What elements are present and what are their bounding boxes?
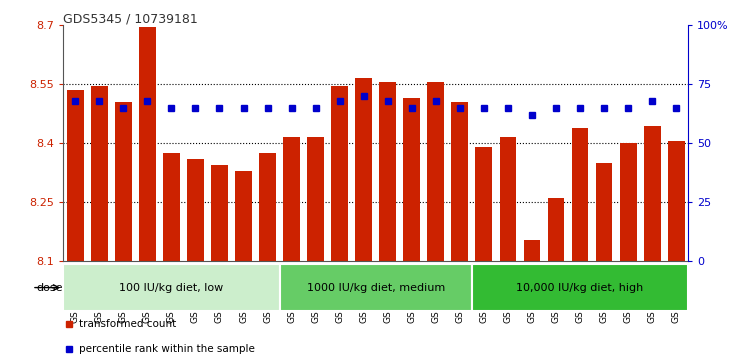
Bar	[356, 78, 372, 261]
Bar	[331, 86, 348, 261]
Text: 1000 IU/kg diet, medium: 1000 IU/kg diet, medium	[307, 282, 445, 293]
Bar	[115, 102, 132, 261]
Text: percentile rank within the sample: percentile rank within the sample	[79, 344, 254, 354]
Text: 10,000 IU/kg diet, high: 10,000 IU/kg diet, high	[516, 282, 644, 293]
Bar	[259, 153, 276, 261]
Bar	[472, 264, 688, 311]
Bar	[91, 86, 108, 261]
Bar	[427, 82, 444, 261]
Bar	[571, 128, 589, 261]
Bar	[187, 159, 204, 261]
Bar	[499, 138, 516, 261]
Bar	[283, 138, 300, 261]
Bar	[163, 153, 180, 261]
Bar	[548, 199, 565, 261]
Bar	[307, 138, 324, 261]
Bar	[644, 126, 661, 261]
Bar	[67, 90, 83, 261]
Text: dose: dose	[36, 282, 63, 293]
Bar	[139, 27, 155, 261]
Bar	[379, 82, 396, 261]
Bar	[620, 143, 637, 261]
Bar	[235, 171, 252, 261]
Bar	[403, 98, 420, 261]
Bar	[524, 240, 540, 261]
Bar	[211, 165, 228, 261]
Text: 100 IU/kg diet, low: 100 IU/kg diet, low	[119, 282, 223, 293]
Bar	[596, 163, 612, 261]
Text: transformed count: transformed count	[79, 319, 176, 329]
Bar	[63, 264, 280, 311]
Bar	[280, 264, 472, 311]
Bar	[475, 147, 493, 261]
Text: GDS5345 / 10739181: GDS5345 / 10739181	[63, 12, 198, 25]
Bar	[668, 142, 684, 261]
Bar	[452, 102, 468, 261]
